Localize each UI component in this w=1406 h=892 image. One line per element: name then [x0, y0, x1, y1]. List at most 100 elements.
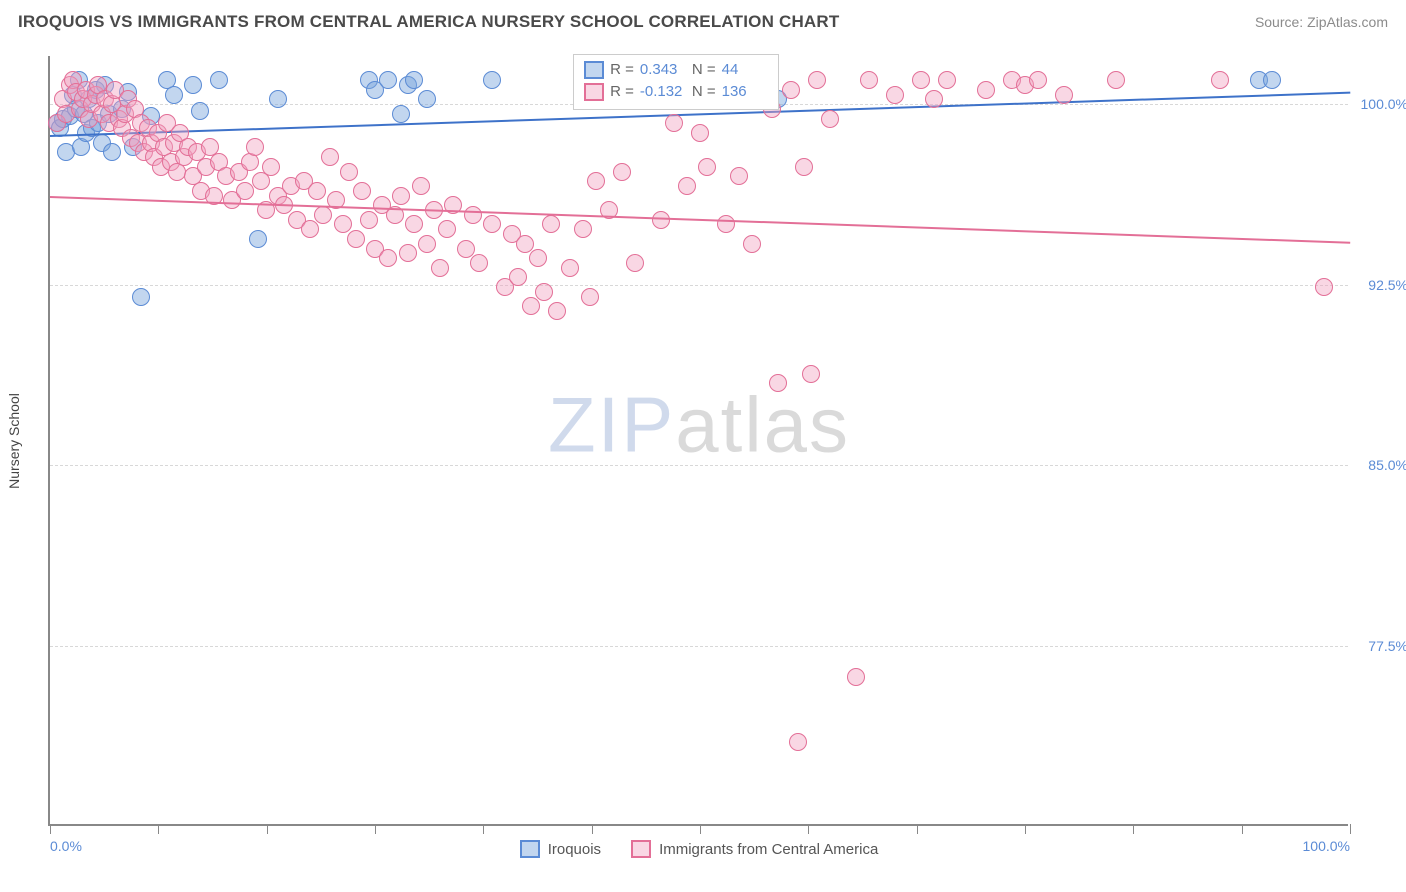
data-point	[860, 71, 878, 89]
gridline	[50, 646, 1348, 647]
data-point	[340, 163, 358, 181]
data-point	[246, 138, 264, 156]
watermark: ZIPatlas	[548, 379, 850, 470]
series-legend-label: Iroquois	[548, 841, 601, 858]
legend-n-value: 44	[722, 59, 768, 81]
stats-legend: R =0.343N =44R =-0.132N =136	[573, 54, 779, 110]
series-legend-label: Immigrants from Central America	[659, 841, 878, 858]
data-point	[353, 182, 371, 200]
plot-area: ZIPatlas 77.5%85.0%92.5%100.0%0.0%100.0%…	[48, 56, 1348, 826]
data-point	[587, 172, 605, 190]
data-point	[925, 90, 943, 108]
data-point	[561, 259, 579, 277]
y-tick-label: 100.0%	[1354, 96, 1406, 112]
data-point	[509, 268, 527, 286]
x-tick	[267, 824, 268, 834]
data-point	[1107, 71, 1125, 89]
data-point	[132, 288, 150, 306]
data-point	[691, 124, 709, 142]
x-tick	[917, 824, 918, 834]
series-legend-item: Immigrants from Central America	[631, 840, 878, 858]
data-point	[1055, 86, 1073, 104]
data-point	[529, 249, 547, 267]
series-legend-item: Iroquois	[520, 840, 601, 858]
watermark-zip: ZIP	[548, 380, 675, 468]
data-point	[418, 90, 436, 108]
data-point	[698, 158, 716, 176]
data-point	[321, 148, 339, 166]
series-legend: Iroquois Immigrants from Central America	[50, 840, 1348, 858]
data-point	[483, 71, 501, 89]
data-point	[886, 86, 904, 104]
data-point	[574, 220, 592, 238]
data-point	[1263, 71, 1281, 89]
data-point	[418, 235, 436, 253]
x-tick	[1350, 824, 1351, 834]
chart-source: Source: ZipAtlas.com	[1255, 14, 1388, 30]
x-tick	[375, 824, 376, 834]
legend-r-value: 0.343	[640, 59, 686, 81]
chart-header: IROQUOIS VS IMMIGRANTS FROM CENTRAL AMER…	[0, 0, 1406, 38]
legend-n-value: 136	[722, 81, 768, 103]
data-point	[821, 110, 839, 128]
data-point	[1029, 71, 1047, 89]
data-point	[938, 71, 956, 89]
legend-swatch	[631, 840, 651, 858]
data-point	[626, 254, 644, 272]
y-tick-label: 85.0%	[1354, 457, 1406, 473]
data-point	[165, 86, 183, 104]
data-point	[262, 158, 280, 176]
data-point	[613, 163, 631, 181]
data-point	[483, 215, 501, 233]
data-point	[210, 71, 228, 89]
data-point	[782, 81, 800, 99]
x-tick	[1242, 824, 1243, 834]
x-tick	[700, 824, 701, 834]
data-point	[360, 211, 378, 229]
y-tick-label: 92.5%	[1354, 277, 1406, 293]
watermark-atlas: atlas	[675, 380, 850, 468]
data-point	[379, 71, 397, 89]
data-point	[1315, 278, 1333, 296]
data-point	[581, 288, 599, 306]
x-tick	[808, 824, 809, 834]
data-point	[392, 187, 410, 205]
data-point	[743, 235, 761, 253]
data-point	[912, 71, 930, 89]
data-point	[795, 158, 813, 176]
data-point	[191, 102, 209, 120]
legend-r-label: R =	[610, 59, 634, 81]
stats-legend-row: R =0.343N =44	[584, 59, 768, 81]
legend-r-value: -0.132	[640, 81, 686, 103]
data-point	[334, 215, 352, 233]
data-point	[399, 244, 417, 262]
data-point	[314, 206, 332, 224]
data-point	[977, 81, 995, 99]
data-point	[249, 230, 267, 248]
data-point	[412, 177, 430, 195]
trend-line	[50, 196, 1350, 244]
x-tick	[1025, 824, 1026, 834]
data-point	[405, 215, 423, 233]
x-tick	[483, 824, 484, 834]
data-point	[665, 114, 683, 132]
y-tick-label: 77.5%	[1354, 638, 1406, 654]
data-point	[516, 235, 534, 253]
data-point	[678, 177, 696, 195]
data-point	[301, 220, 319, 238]
x-tick	[1133, 824, 1134, 834]
data-point	[379, 249, 397, 267]
data-point	[535, 283, 553, 301]
chart-title: IROQUOIS VS IMMIGRANTS FROM CENTRAL AMER…	[18, 12, 839, 32]
x-tick	[50, 824, 51, 834]
gridline	[50, 465, 1348, 466]
legend-r-label: R =	[610, 81, 634, 103]
data-point	[184, 76, 202, 94]
y-axis-title: Nursery School	[6, 393, 22, 489]
x-tick	[158, 824, 159, 834]
x-tick	[592, 824, 593, 834]
data-point	[438, 220, 456, 238]
data-point	[808, 71, 826, 89]
chart-container: Nursery School ZIPatlas 77.5%85.0%92.5%1…	[48, 56, 1348, 826]
data-point	[789, 733, 807, 751]
